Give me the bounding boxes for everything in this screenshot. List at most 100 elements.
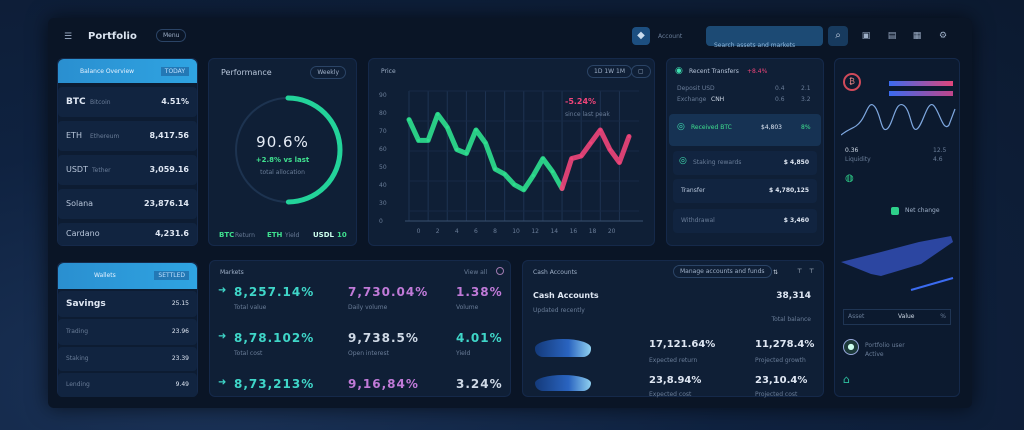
- legend-label: Net change: [905, 207, 940, 214]
- search-placeholder: Search assets and markets: [714, 42, 796, 49]
- search-icon[interactable]: ⌕: [828, 26, 848, 46]
- stat-label: Daily volume: [348, 304, 388, 311]
- item-label: Staking: [66, 355, 89, 362]
- avatar[interactable]: ●: [843, 339, 859, 355]
- stat-label: Total value: [234, 304, 267, 311]
- stat-value: 7,730.04%: [348, 285, 429, 299]
- bell-icon[interactable]: ▦: [912, 31, 922, 41]
- balance-tag: TODAY: [160, 67, 189, 76]
- y-tick-label: 40: [379, 182, 387, 189]
- cash-label: Cash Accounts: [533, 269, 578, 276]
- list-item[interactable]: Staking 23.39: [58, 347, 197, 371]
- user-status: Active: [865, 351, 884, 358]
- x-tick-label: 12: [531, 228, 539, 235]
- balance-title: Balance Overview: [80, 68, 135, 75]
- data-point: [579, 154, 583, 158]
- gauge-ring: [233, 95, 343, 205]
- stat-label: Open interest: [348, 350, 389, 357]
- y-tick-label: 90: [379, 92, 387, 99]
- wallets-title: Wallets: [94, 272, 116, 279]
- settings-icon[interactable]: ⚙: [938, 31, 948, 41]
- grid-icon[interactable]: ▣: [861, 31, 871, 41]
- list-item[interactable]: Solana 23,876.14: [58, 189, 197, 219]
- car-icon: [535, 339, 591, 357]
- item-value: $ 4,850: [783, 159, 809, 166]
- pin-icon[interactable]: ⊤: [797, 268, 803, 275]
- x-tick-label: 18: [589, 228, 597, 235]
- list-item[interactable]: ETH Ethereum 8,417.56: [58, 121, 197, 151]
- user-name: Portfolio user: [865, 342, 905, 349]
- list-item[interactable]: Lending 9.49: [58, 373, 197, 397]
- line-chart: 90 80 70 60 50 40 30 0 0 2 4 6 8 10 12 14 16 18 20: [379, 90, 643, 235]
- y-tick-label: 60: [379, 146, 387, 153]
- item-value: 23,876.14: [143, 199, 189, 208]
- cash-title: Cash Accounts: [533, 291, 599, 300]
- stat-value: 12.5: [933, 147, 947, 154]
- period-button[interactable]: Weekly: [310, 66, 346, 79]
- home-icon[interactable]: ⌂: [843, 373, 850, 386]
- account-label[interactable]: Account: [658, 33, 683, 40]
- view-all-link[interactable]: View all: [464, 269, 488, 276]
- asset-value: 17,121.64%: [649, 339, 716, 350]
- menu-icon[interactable]: ☰: [63, 32, 73, 42]
- list-item[interactable]: Trading 23.96: [58, 319, 197, 345]
- data-point: [589, 141, 593, 145]
- footer-key: ETH: [267, 231, 283, 239]
- mini-table: Asset Value%: [843, 309, 951, 325]
- menu-badge[interactable]: Menu: [156, 29, 187, 42]
- car-icon: [535, 375, 591, 391]
- item-value: 4,231.6: [155, 229, 189, 238]
- item-sub: Tether: [92, 167, 111, 174]
- item-value: $ 3,460: [783, 217, 809, 224]
- list-item[interactable]: Savings 25.15: [58, 291, 197, 317]
- data-point: [598, 128, 602, 132]
- filter-icon[interactable]: ⇅: [773, 269, 779, 276]
- list-item-selected[interactable]: ◎ Received BTC $4,803 8%: [669, 114, 821, 146]
- list-item[interactable]: USDT Tether 3,059.16: [58, 155, 197, 185]
- wallets-tag: SETTLED: [154, 271, 189, 280]
- stat-value: 9,738.5%: [348, 331, 419, 345]
- x-tick-label: 20: [608, 228, 616, 235]
- stat-value: 9,16,84%: [348, 377, 419, 391]
- data-point: [484, 141, 488, 145]
- x-tick-label: 6: [474, 228, 478, 235]
- y-tick-label: 80: [379, 110, 387, 117]
- item-value: 25.15: [171, 300, 189, 307]
- item-label: Withdrawal: [681, 217, 715, 224]
- sparkline: [841, 104, 956, 136]
- stat-value: 4.6: [933, 156, 943, 163]
- list-item[interactable]: Transfer $ 4,780,125: [673, 179, 817, 203]
- list-item[interactable]: Withdrawal $ 3,460: [673, 209, 817, 233]
- data-point: [436, 112, 440, 116]
- logo-icon[interactable]: ◆: [632, 27, 650, 45]
- export-icon[interactable]: ▢: [631, 65, 651, 78]
- data-point: [541, 157, 545, 161]
- status-icon: [496, 267, 504, 275]
- data-point: [522, 188, 526, 192]
- list-item[interactable]: Cardano 4,231.6: [58, 223, 197, 245]
- data-point: [474, 128, 478, 132]
- markets-title: Markets: [220, 269, 244, 276]
- table-cell: 0.6: [775, 96, 785, 103]
- item-label: BTC: [66, 97, 86, 107]
- item-value: 4.51%: [161, 97, 189, 106]
- item-value: 9.49: [175, 381, 189, 388]
- item-value: 3,059.16: [149, 165, 189, 174]
- wallet-icon: ◍: [845, 173, 854, 184]
- app-title: Portfolio: [88, 31, 137, 42]
- x-tick-label: 8: [493, 228, 497, 235]
- x-tick-label: 2: [436, 228, 440, 235]
- more-icon[interactable]: ⊤: [809, 268, 815, 275]
- search-input[interactable]: Search assets and markets: [706, 26, 823, 49]
- asset-label: Expected cost: [649, 391, 692, 398]
- stat-label: Volume: [456, 304, 479, 311]
- list-item[interactable]: BTC Bitcoin 4.51%: [58, 87, 197, 117]
- list-item[interactable]: ◎ Staking rewards $ 4,850: [673, 151, 817, 175]
- wallet-icon[interactable]: ▤: [887, 31, 897, 41]
- manage-button[interactable]: Manage accounts and funds: [673, 265, 772, 278]
- table-cell: 0.4: [775, 85, 785, 92]
- data-point: [617, 161, 621, 164]
- trend-arrow-icon: ➜: [218, 377, 227, 388]
- transfers-tag: +8.4%: [747, 68, 768, 75]
- item-label: ETH: [66, 131, 82, 140]
